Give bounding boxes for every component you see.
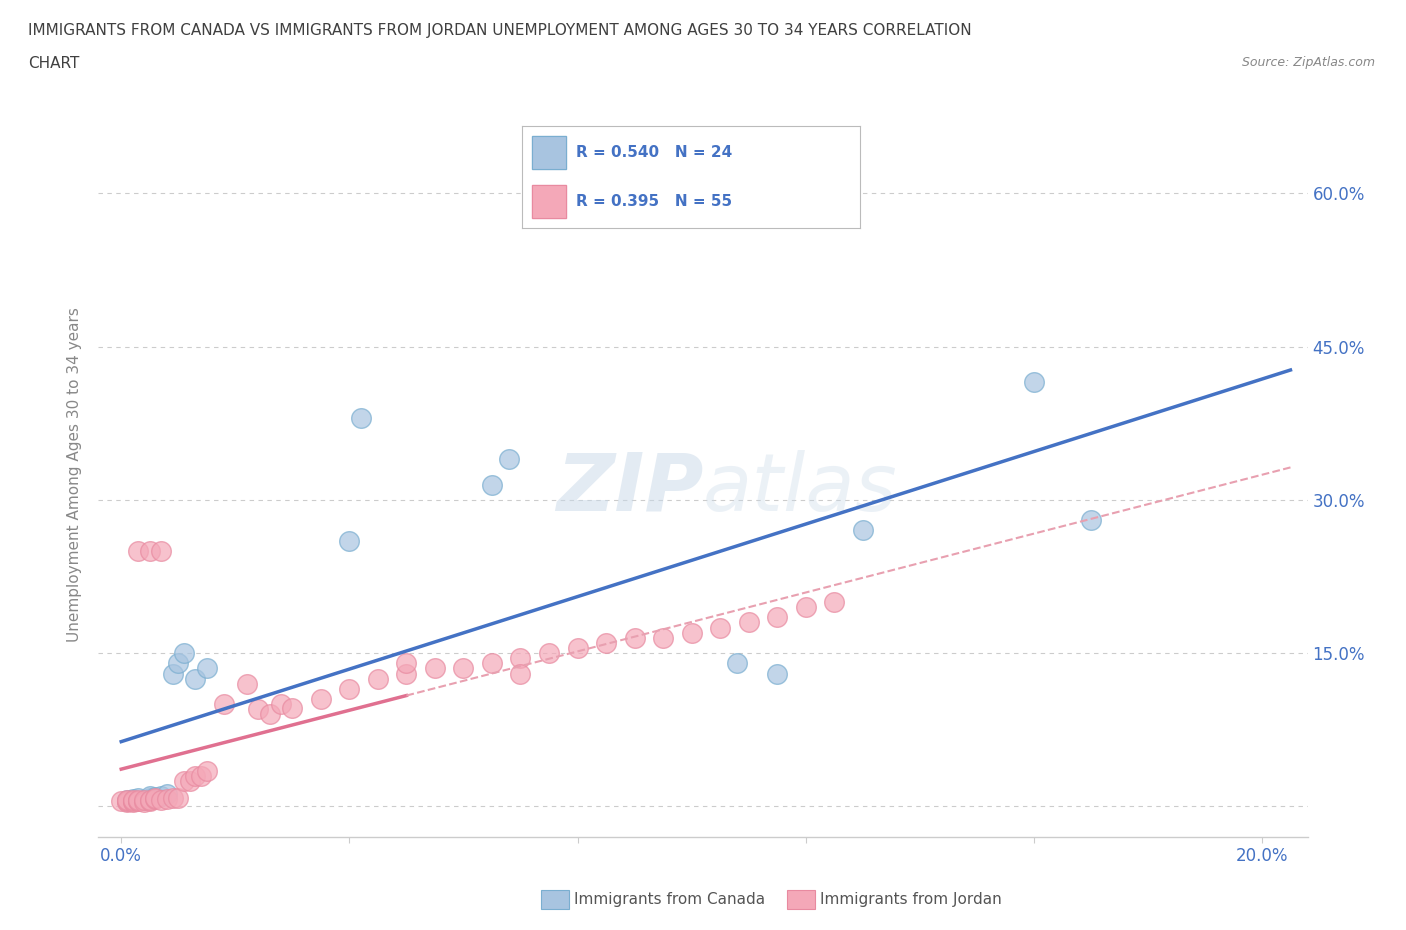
Point: [184, 671, 207, 686]
Text: CHART: CHART: [28, 56, 80, 71]
Point: [167, 790, 190, 805]
Point: [195, 764, 218, 778]
Point: [823, 594, 845, 609]
Point: [121, 791, 143, 806]
Point: [337, 533, 360, 548]
Point: [156, 791, 179, 806]
Point: [681, 625, 703, 640]
Point: [115, 792, 138, 807]
Point: [623, 631, 645, 645]
Point: [537, 645, 560, 660]
Point: [195, 661, 218, 676]
Point: [145, 791, 167, 806]
Point: [509, 666, 531, 681]
Point: [794, 600, 817, 615]
Text: atlas: atlas: [703, 450, 898, 528]
Point: [121, 794, 143, 809]
Point: [423, 661, 446, 676]
Point: [139, 792, 162, 807]
Point: [652, 631, 675, 645]
Point: [139, 790, 162, 805]
Point: [121, 795, 143, 810]
Point: [725, 656, 748, 671]
Point: [132, 795, 155, 810]
Point: [150, 789, 173, 804]
Point: [127, 792, 149, 807]
Text: ZIP: ZIP: [555, 450, 703, 528]
Point: [115, 794, 138, 809]
Point: [156, 787, 179, 802]
Point: [132, 792, 155, 807]
Point: [212, 697, 235, 711]
Text: IMMIGRANTS FROM CANADA VS IMMIGRANTS FROM JORDAN UNEMPLOYMENT AMONG AGES 30 TO 3: IMMIGRANTS FROM CANADA VS IMMIGRANTS FRO…: [28, 23, 972, 38]
Point: [132, 792, 155, 807]
Text: Immigrants from Jordan: Immigrants from Jordan: [820, 892, 1001, 907]
Point: [270, 697, 292, 711]
Point: [127, 543, 149, 558]
Point: [145, 790, 167, 804]
Point: [595, 635, 617, 650]
Point: [127, 794, 149, 809]
Point: [150, 792, 173, 807]
Point: [150, 543, 173, 558]
Point: [115, 794, 138, 809]
Point: [127, 794, 149, 809]
Point: [115, 792, 138, 807]
Point: [766, 610, 789, 625]
Point: [235, 676, 257, 691]
Point: [139, 794, 162, 809]
Point: [737, 615, 759, 630]
Text: Source: ZipAtlas.com: Source: ZipAtlas.com: [1241, 56, 1375, 69]
Point: [190, 768, 212, 783]
Point: [167, 656, 190, 671]
Point: [139, 543, 162, 558]
Point: [567, 641, 589, 656]
Point: [184, 768, 207, 783]
Point: [1022, 375, 1045, 390]
Point: [509, 651, 531, 666]
Point: [766, 666, 789, 681]
Point: [350, 411, 373, 426]
Point: [162, 666, 184, 681]
Point: [481, 477, 503, 492]
Point: [281, 701, 304, 716]
Point: [139, 789, 162, 804]
Point: [115, 795, 138, 810]
Y-axis label: Unemployment Among Ages 30 to 34 years: Unemployment Among Ages 30 to 34 years: [67, 307, 83, 642]
Point: [395, 666, 418, 681]
Point: [145, 790, 167, 805]
Point: [127, 790, 149, 805]
Point: [481, 656, 503, 671]
Point: [395, 656, 418, 671]
Point: [498, 452, 520, 467]
Point: [179, 774, 201, 789]
Point: [309, 692, 332, 707]
Point: [367, 671, 389, 686]
Point: [162, 790, 184, 805]
Point: [173, 774, 195, 789]
Point: [337, 682, 360, 697]
Point: [173, 645, 195, 660]
Point: [121, 792, 143, 807]
Point: [1080, 512, 1102, 527]
Point: [709, 620, 731, 635]
Point: [259, 707, 281, 722]
Point: [247, 702, 270, 717]
Point: [110, 794, 132, 809]
Point: [852, 523, 875, 538]
Point: [453, 661, 475, 676]
Text: Immigrants from Canada: Immigrants from Canada: [574, 892, 765, 907]
